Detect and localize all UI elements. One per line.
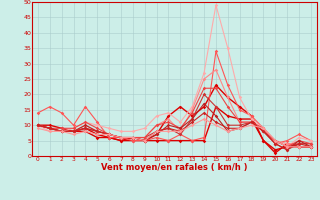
X-axis label: Vent moyen/en rafales ( km/h ): Vent moyen/en rafales ( km/h ) [101,163,248,172]
